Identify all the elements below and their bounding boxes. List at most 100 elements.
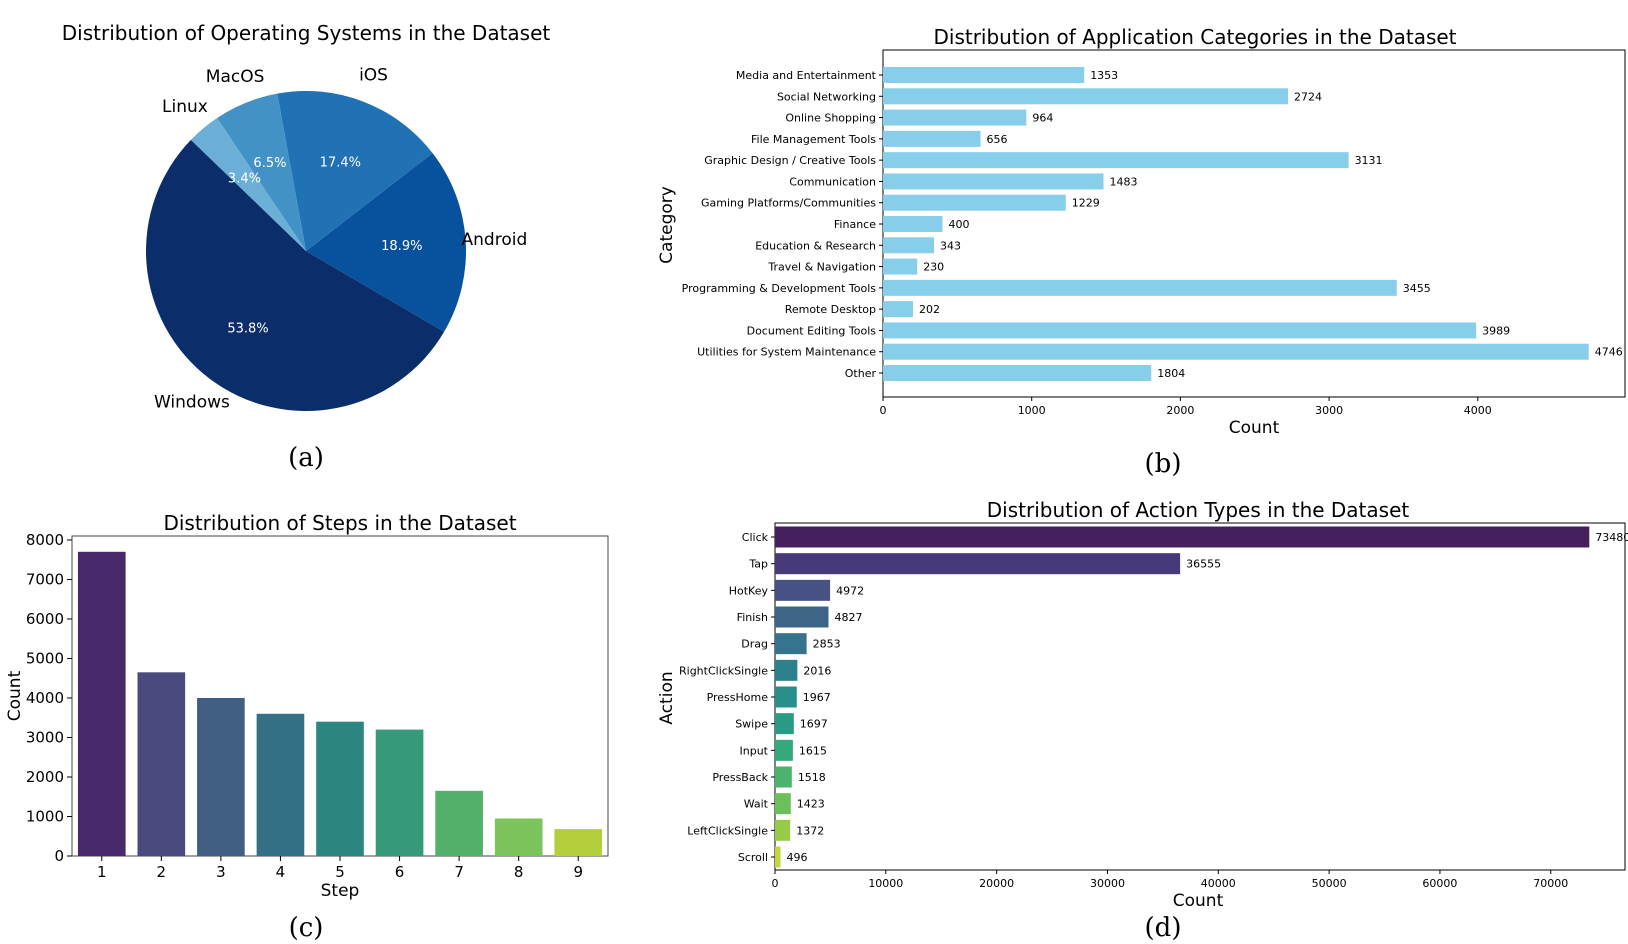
category-chart-title: Distribution of Application Categories i…: [933, 25, 1456, 49]
pie-slice-linux: [190, 117, 306, 251]
value-label-presshome: 1967: [803, 691, 831, 704]
value-label-pressback: 1518: [798, 771, 826, 784]
value-label-rightclicksingle: 2016: [803, 664, 831, 677]
y-tick-2000: 2000: [26, 768, 64, 786]
pie-label-macos: MacOS: [206, 67, 265, 87]
x-tick-60000: 60000: [1422, 877, 1457, 890]
value-label-programming-development-tools: 3455: [1403, 282, 1431, 295]
pie-slice-android: [306, 153, 467, 332]
value-label-hotkey: 4972: [836, 584, 864, 597]
x-tick-1000: 1000: [1018, 404, 1046, 417]
y-tick-education-research: Education & Research: [755, 239, 876, 252]
y-tick-click: Click: [742, 531, 769, 544]
pie-pct-android: 18.9%: [381, 239, 422, 254]
y-tick-wait: Wait: [744, 798, 769, 811]
x-tick-8: 8: [514, 863, 524, 881]
category-x-label: Count: [1229, 418, 1280, 438]
x-tick-70000: 70000: [1533, 877, 1568, 890]
pie-label-android: Android: [462, 230, 528, 250]
value-label-utilities-for-system-maintenance: 4746: [1595, 346, 1623, 359]
value-label-finance: 400: [948, 218, 969, 231]
bar-click: [775, 526, 1590, 548]
y-tick-communication: Communication: [789, 175, 876, 188]
value-label-drag: 2853: [813, 638, 841, 651]
x-tick-6: 6: [395, 863, 405, 881]
bar-step-8: [494, 818, 543, 856]
pie-label-linux: Linux: [162, 97, 208, 117]
bar-wait: [775, 793, 791, 815]
y-tick-input: Input: [740, 744, 769, 757]
y-tick-scroll: Scroll: [738, 851, 768, 864]
y-tick-4000: 4000: [26, 689, 64, 707]
value-label-media-and-entertainment: 1353: [1090, 69, 1118, 82]
y-tick-presshome: PressHome: [707, 691, 769, 704]
action-y-label: Action: [657, 671, 677, 724]
x-tick-2000: 2000: [1166, 404, 1194, 417]
value-label-online-shopping: 964: [1032, 112, 1053, 125]
pie-slice-ios: [277, 91, 433, 252]
y-tick-drag: Drag: [741, 638, 768, 651]
x-tick-30000: 30000: [1090, 877, 1125, 890]
bar-hotkey: [775, 579, 831, 601]
bar-step-2: [137, 672, 186, 856]
bar-programming-development-tools: [883, 279, 1397, 296]
pie-pct-windows: 53.8%: [227, 322, 268, 337]
category-y-label: Category: [657, 186, 677, 264]
pie-pct-macos: 6.5%: [253, 156, 286, 171]
bar-social-networking: [883, 88, 1289, 105]
bar-communication: [883, 173, 1104, 190]
y-tick-rightclicksingle: RightClickSingle: [679, 664, 768, 677]
bar-step-6: [375, 729, 424, 856]
bar-swipe: [775, 713, 794, 735]
x-tick-1: 1: [97, 863, 107, 881]
x-tick-5: 5: [335, 863, 345, 881]
value-label-other: 1804: [1157, 367, 1185, 380]
y-tick-6000: 6000: [26, 610, 64, 628]
value-label-remote-desktop: 202: [919, 303, 940, 316]
x-tick-0: 0: [772, 877, 779, 890]
bar-file-management-tools: [883, 130, 981, 147]
y-tick-finance: Finance: [834, 218, 876, 231]
value-label-education-research: 343: [940, 239, 961, 252]
y-tick-0: 0: [54, 847, 64, 865]
steps-bar-chart: Distribution of Steps in the Dataset 1 2 3…: [5, 511, 609, 943]
y-tick-utilities-for-system-maintenance: Utilities for System Maintenance: [697, 346, 876, 359]
y-tick-remote-desktop: Remote Desktop: [785, 303, 876, 316]
value-label-tap: 36555: [1186, 558, 1221, 571]
x-tick-40000: 40000: [1201, 877, 1236, 890]
bar-other: [883, 365, 1152, 381]
pie-slice-macos: [217, 93, 306, 252]
os-pie-title: Distribution of Operating Systems in the…: [62, 21, 551, 45]
bar-step-9: [554, 829, 603, 856]
bar-utilities-for-system-maintenance: [883, 343, 1589, 360]
y-tick-online-shopping: Online Shopping: [785, 112, 876, 125]
x-tick-4000: 4000: [1464, 404, 1492, 417]
y-tick-file-management-tools: File Management Tools: [751, 133, 876, 146]
value-label-document-editing-tools: 3989: [1482, 324, 1510, 337]
os-pie-chart: Distribution of Operating Systems in the…: [62, 21, 551, 473]
value-label-travel-navigation: 230: [923, 261, 944, 274]
y-tick-document-editing-tools: Document Editing Tools: [747, 324, 877, 337]
x-tick-3000: 3000: [1315, 404, 1343, 417]
y-tick-1000: 1000: [26, 807, 64, 825]
action-bar-chart: Distribution of Action Types in the Data…: [657, 498, 1628, 943]
value-label-leftclicksingle: 1372: [796, 824, 824, 837]
bar-tap: [775, 553, 1181, 575]
value-label-social-networking: 2724: [1294, 90, 1322, 103]
y-tick-gaming-platforms-communities: Gaming Platforms/Communities: [701, 197, 876, 210]
y-tick-programming-development-tools: Programming & Development Tools: [682, 282, 877, 295]
bar-presshome: [775, 686, 797, 708]
x-tick-0: 0: [880, 404, 887, 417]
y-tick-finish: Finish: [737, 611, 768, 624]
y-tick-other: Other: [845, 367, 877, 380]
pie-pct-ios: 17.4%: [320, 155, 361, 170]
y-tick-graphic-design-creative-tools: Graphic Design / Creative Tools: [704, 154, 876, 167]
y-tick-tap: Tap: [748, 558, 768, 571]
bar-media-and-entertainment: [883, 67, 1085, 83]
bar-rightclicksingle: [775, 659, 798, 681]
bar-online-shopping: [883, 109, 1027, 126]
y-tick-hotkey: HotKey: [729, 584, 769, 597]
x-tick-4: 4: [276, 863, 286, 881]
steps-x-label: Step: [321, 881, 360, 901]
